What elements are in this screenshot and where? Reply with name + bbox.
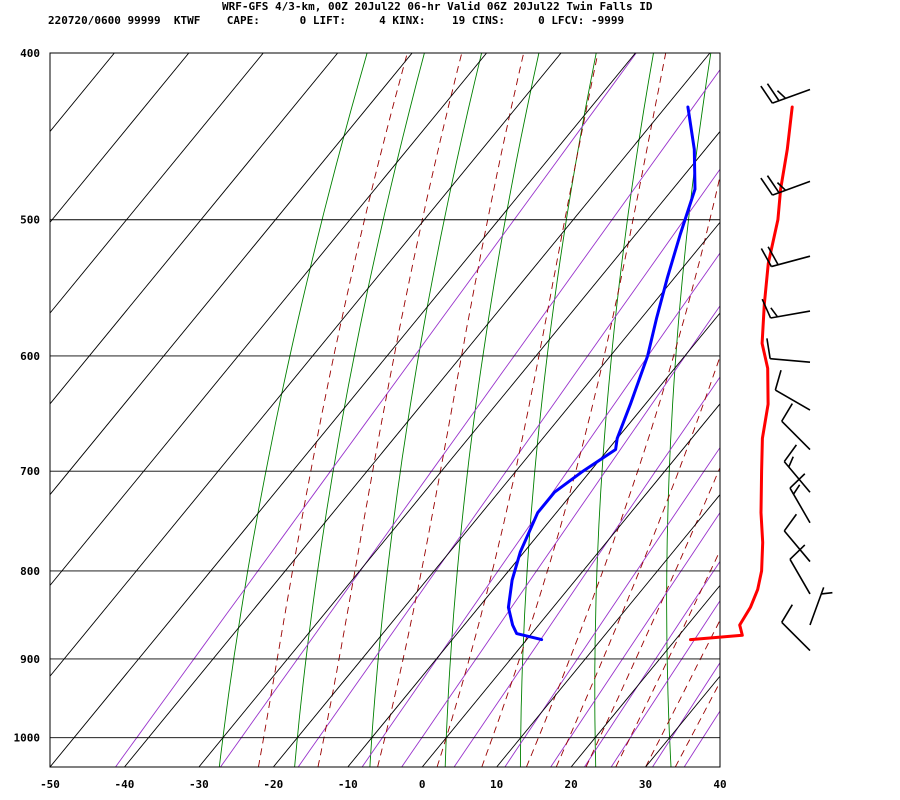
moist-adiabat [645, 619, 720, 767]
mixing-ratio-line [115, 53, 637, 767]
mixing-ratio-line [610, 600, 720, 767]
wind-barb [783, 513, 811, 563]
isotherm [50, 53, 115, 133]
wind-barb [761, 298, 811, 319]
isotherm [50, 53, 413, 496]
dry-adiabat [804, 53, 826, 767]
wind-barb [789, 473, 811, 524]
isotherm [124, 53, 711, 767]
moist-adiabat [615, 549, 720, 767]
x-tick-label: -10 [338, 778, 358, 791]
mixing-ratio-line [584, 560, 720, 767]
x-tick-label: 0 [419, 778, 426, 791]
dry-adiabat [666, 53, 712, 767]
dry-adiabat [218, 53, 368, 767]
chart-header: WRF-GFS 4/3-km, 00Z 20Jul22 06-hr Valid … [0, 0, 900, 34]
isotherm [645, 675, 720, 767]
dry-adiabat [594, 53, 654, 767]
wind-barb [760, 175, 811, 196]
dewpoint-profile [506, 105, 697, 642]
isotherm [496, 493, 720, 767]
mixing-ratio-line [550, 511, 720, 767]
y-tick-label: 400 [20, 47, 40, 60]
dry-adiabat [869, 53, 897, 767]
dry-adiabat [369, 53, 483, 767]
mixing-ratio-line [652, 661, 720, 767]
mixing-ratio-line [759, 53, 900, 767]
y-tick-label: 500 [20, 214, 40, 227]
background-lines [50, 53, 900, 767]
moist-adiabat [585, 466, 720, 767]
x-tick-label: 10 [490, 778, 503, 791]
mixing-ratio-line [721, 53, 900, 767]
mixing-ratio-line [401, 305, 720, 767]
moist-adiabat [436, 53, 599, 767]
isotherm [50, 53, 190, 223]
sounding-indices: 220720/0600 99999 KTWF CAPE: 0 LIFT: 4 K… [48, 14, 625, 27]
wind-barb [760, 246, 811, 268]
isotherm [50, 53, 562, 677]
moist-adiabat [555, 355, 720, 767]
isotherm [347, 312, 720, 767]
y-tick-label: 900 [20, 653, 40, 666]
wind-barb [781, 604, 811, 652]
plot-frame [49, 52, 721, 768]
wind-barb [766, 338, 811, 363]
mixing-ratio-line [297, 168, 720, 767]
isotherm [421, 403, 720, 767]
mixing-ratio-line [504, 446, 720, 767]
mixing-ratio-line [683, 710, 720, 767]
wind-barb [783, 444, 811, 493]
temperature-profile [689, 105, 794, 642]
moist-adiabat [481, 53, 667, 767]
wind-barb [760, 83, 811, 104]
mixing-ratio-line [453, 376, 720, 767]
isotherm [50, 53, 264, 314]
isotherm [50, 53, 339, 405]
isotherm [570, 584, 720, 767]
dry-adiabat [444, 53, 540, 767]
x-tick-label: -50 [40, 778, 60, 791]
moist-adiabat [377, 53, 525, 767]
x-tick-label: 40 [713, 778, 726, 791]
isotherm [272, 221, 720, 767]
x-tick-label: -40 [115, 778, 135, 791]
moist-adiabat [317, 53, 463, 767]
x-tick-label: 30 [639, 778, 652, 791]
y-tick-label: 800 [20, 565, 40, 578]
x-tick-label: 20 [564, 778, 577, 791]
wind-barb [781, 403, 811, 451]
y-tick-label: 600 [20, 350, 40, 363]
moist-adiabat [257, 53, 408, 767]
y-tick-label: 700 [20, 465, 40, 478]
isotherm [50, 53, 636, 767]
isotherm [50, 53, 487, 587]
isotherm [198, 130, 720, 767]
wind-barb [774, 369, 811, 411]
wind-barb [809, 587, 833, 626]
dry-adiabat [294, 53, 425, 767]
moist-adiabat [525, 174, 720, 767]
y-tick-label: 1000 [14, 732, 41, 745]
chart-title: WRF-GFS 4/3-km, 00Z 20Jul22 06-hr Valid … [222, 0, 653, 13]
mixing-ratio-line [220, 68, 720, 767]
wind-barb [789, 544, 811, 595]
x-tick-label: -30 [189, 778, 209, 791]
x-tick-label: -20 [263, 778, 283, 791]
dry-adiabat [736, 53, 768, 767]
